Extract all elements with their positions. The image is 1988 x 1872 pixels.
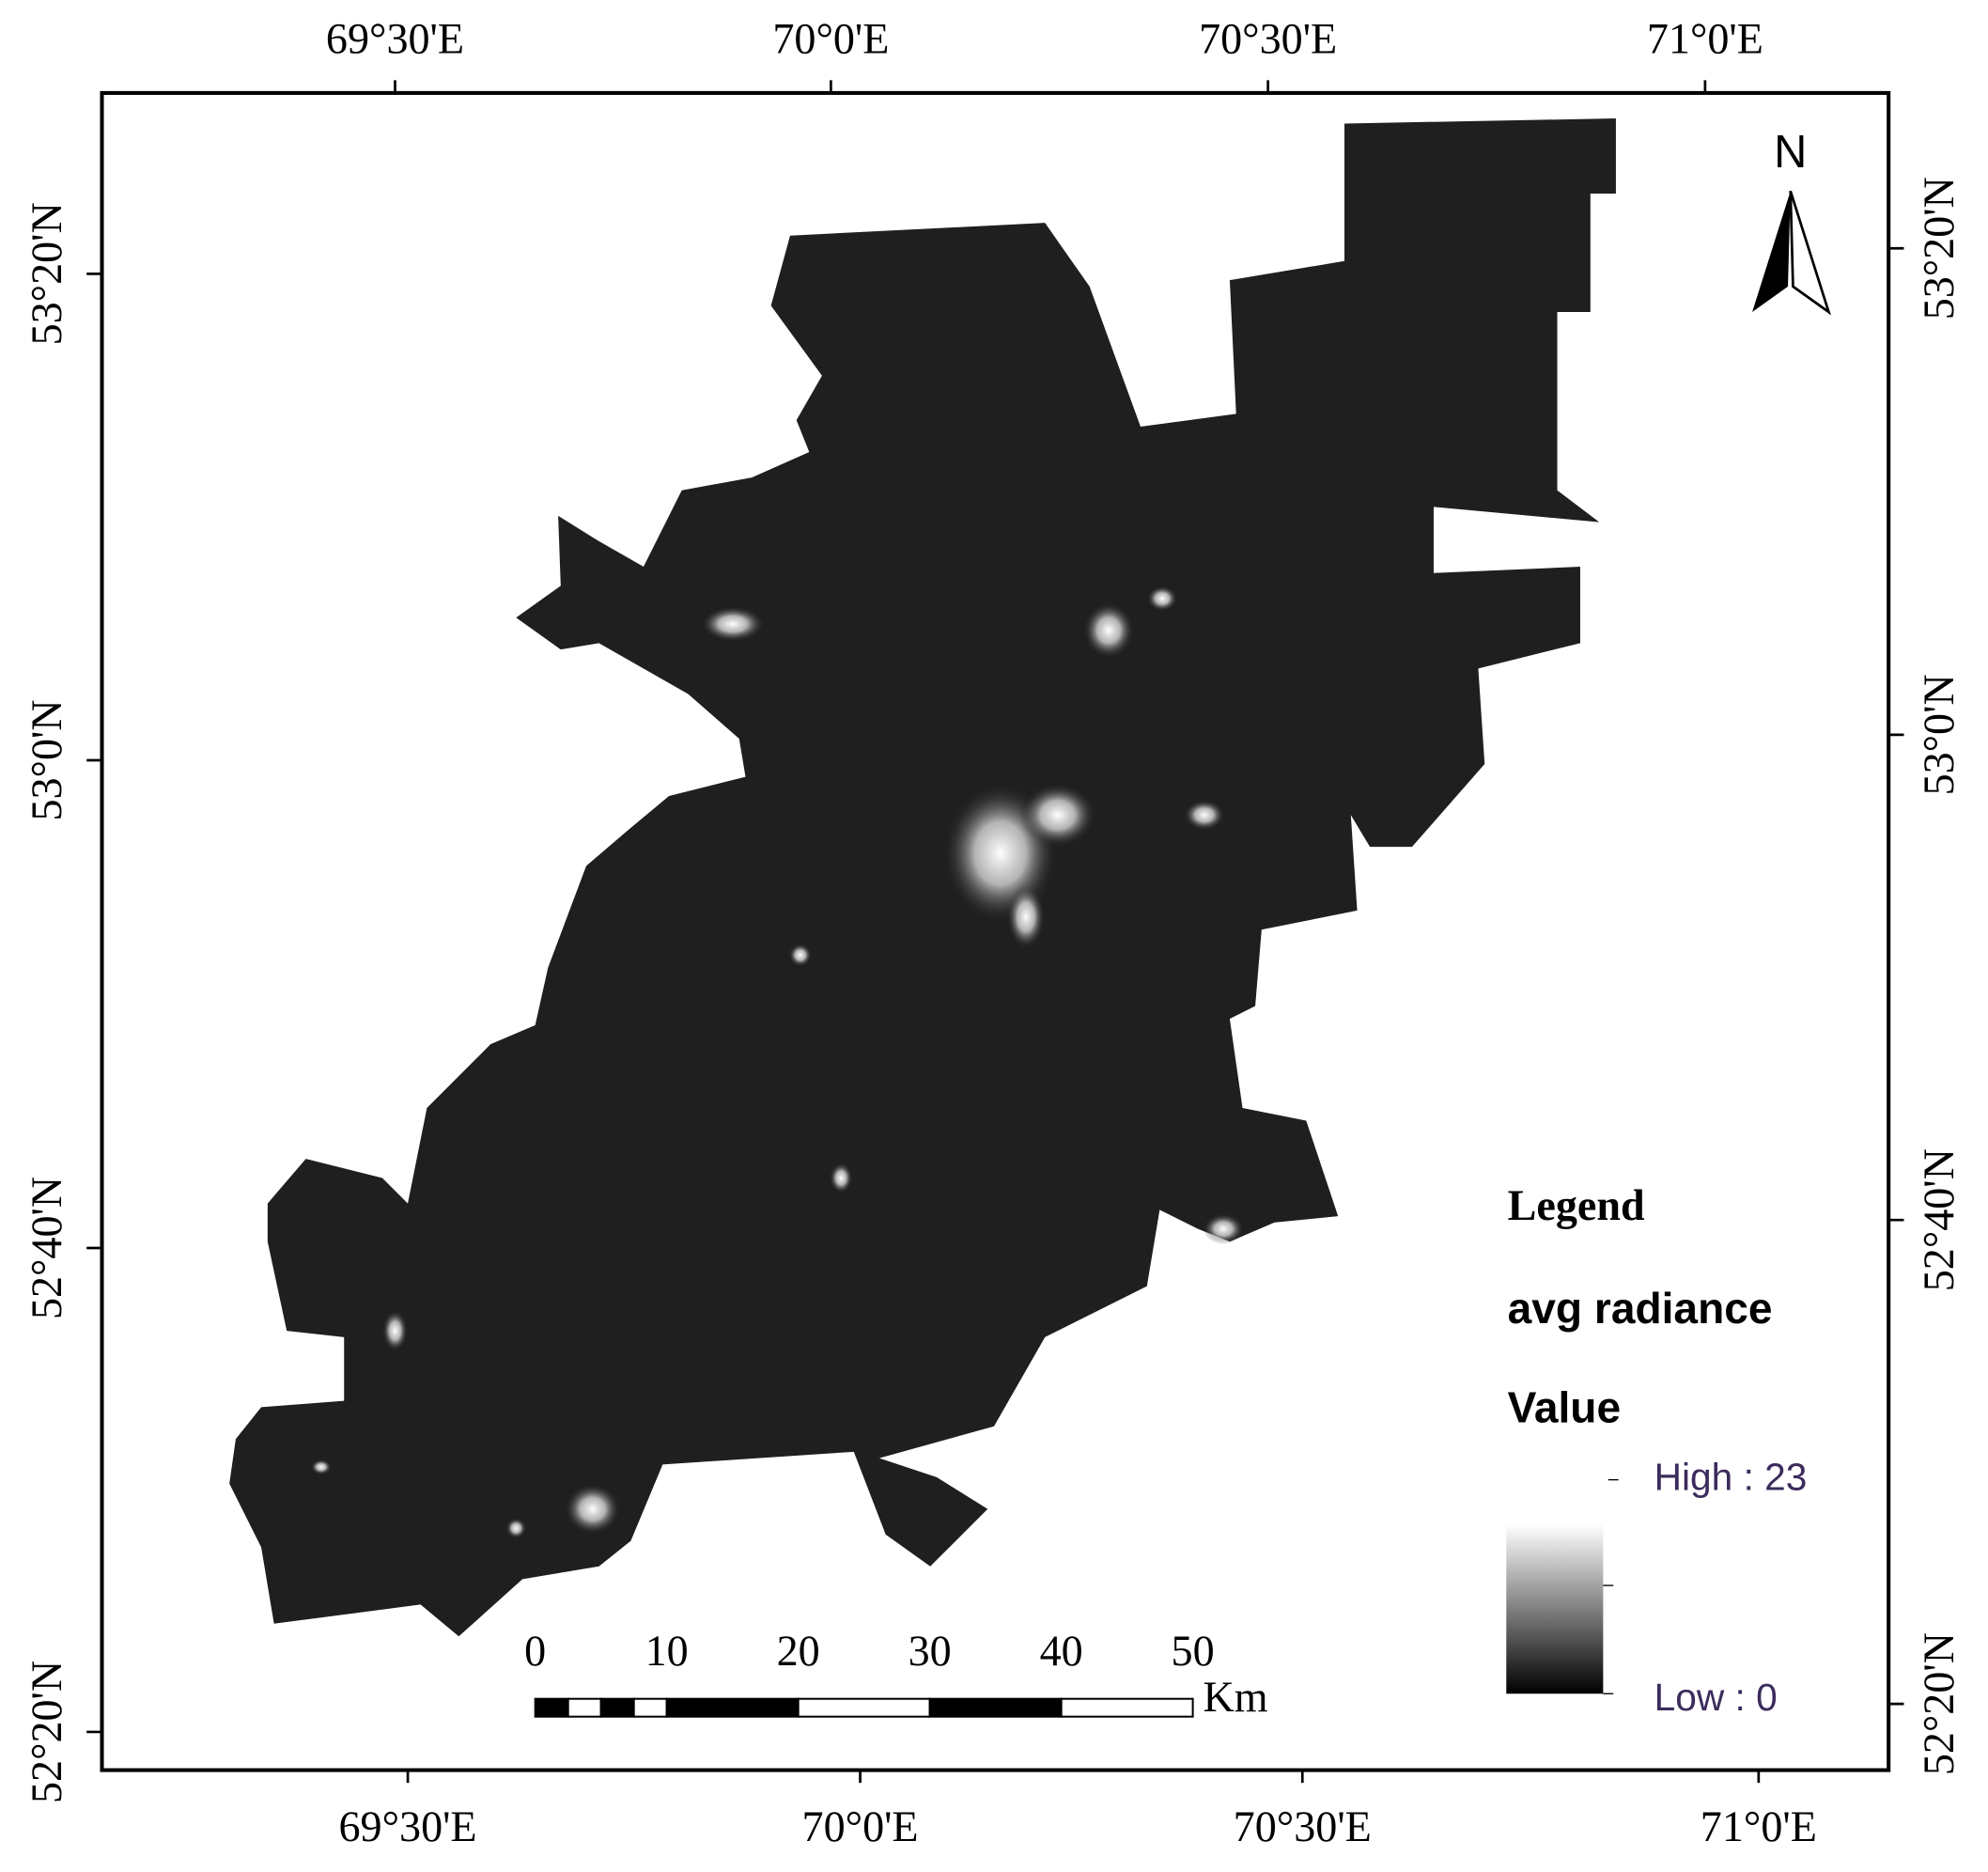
scale-segment — [567, 1697, 602, 1718]
left-lat-label: 52°40'N — [23, 1177, 70, 1319]
legend-layer: avg radiance — [1508, 1284, 1773, 1333]
scale-tick-label: 20 — [777, 1627, 820, 1675]
scale-segment — [797, 1697, 931, 1718]
city-glow — [505, 1518, 527, 1538]
top-lon-label: 70°0'E — [772, 15, 889, 63]
city-glow — [701, 606, 765, 642]
city-glow — [310, 1459, 332, 1475]
scale-segment — [534, 1697, 569, 1718]
legend: Legend avg radiance Value High : 23 Low … — [1506, 1181, 1807, 1719]
bright-areas — [310, 585, 1244, 1538]
city-glow — [788, 944, 813, 967]
north-label: N — [1774, 127, 1807, 178]
legend-high: High : 23 — [1654, 1455, 1808, 1498]
left-lat-label: 53°20'N — [23, 202, 70, 345]
scale-segment — [599, 1697, 635, 1718]
scale-tick-label: 0 — [524, 1627, 546, 1675]
city-glow — [1203, 1213, 1244, 1244]
top-lon-label: 71°0'E — [1647, 15, 1763, 63]
city-glow — [564, 1483, 621, 1535]
scale-segment — [632, 1697, 668, 1718]
legend-field: Value — [1508, 1383, 1621, 1432]
scale-unit: Km — [1203, 1673, 1267, 1721]
right-lat-label: 53°0'N — [1915, 674, 1963, 795]
scale-tick-label: 40 — [1040, 1627, 1083, 1675]
city-glow — [1184, 800, 1225, 831]
city-glow — [1019, 783, 1096, 848]
right-lat-label: 53°20'N — [1915, 177, 1963, 320]
scale-segment — [1060, 1697, 1194, 1718]
north-arrow-right — [1789, 190, 1831, 316]
city-glow — [1146, 585, 1178, 612]
city-glow — [1082, 601, 1135, 659]
graticule-labels: 69°30'E 70°0'E 70°30'E 71°0'E 69°30'E 70°0'E 7… — [23, 15, 1963, 1851]
scale-tick-label: 50 — [1172, 1627, 1215, 1675]
map-frame — [100, 90, 1891, 1772]
right-lat-label: 52°20'N — [1915, 1632, 1963, 1775]
legend-ramp — [1506, 1524, 1604, 1694]
city-glow — [830, 1162, 853, 1193]
city-glow — [381, 1310, 409, 1351]
region-raster — [229, 118, 1616, 1637]
scale-tick-label: 30 — [909, 1627, 952, 1675]
scale-segment — [928, 1697, 1063, 1718]
bottom-lon-label: 71°0'E — [1701, 1802, 1817, 1850]
scale-segment — [665, 1697, 800, 1718]
legend-title: Legend — [1508, 1181, 1645, 1229]
bottom-lon-label: 69°30'E — [338, 1802, 476, 1850]
left-lat-label: 53°0'N — [23, 699, 70, 820]
top-lon-label: 69°30'E — [326, 15, 464, 63]
scale-tick-label: 10 — [645, 1627, 689, 1675]
top-lon-label: 70°30'E — [1199, 15, 1337, 63]
bottom-lon-label: 70°0'E — [802, 1802, 919, 1850]
city-glow — [1006, 884, 1046, 949]
right-lat-label: 52°40'N — [1915, 1148, 1963, 1291]
bottom-lon-label: 70°30'E — [1234, 1802, 1372, 1850]
legend-low: Low : 0 — [1654, 1676, 1778, 1719]
left-lat-label: 52°20'N — [23, 1661, 70, 1803]
